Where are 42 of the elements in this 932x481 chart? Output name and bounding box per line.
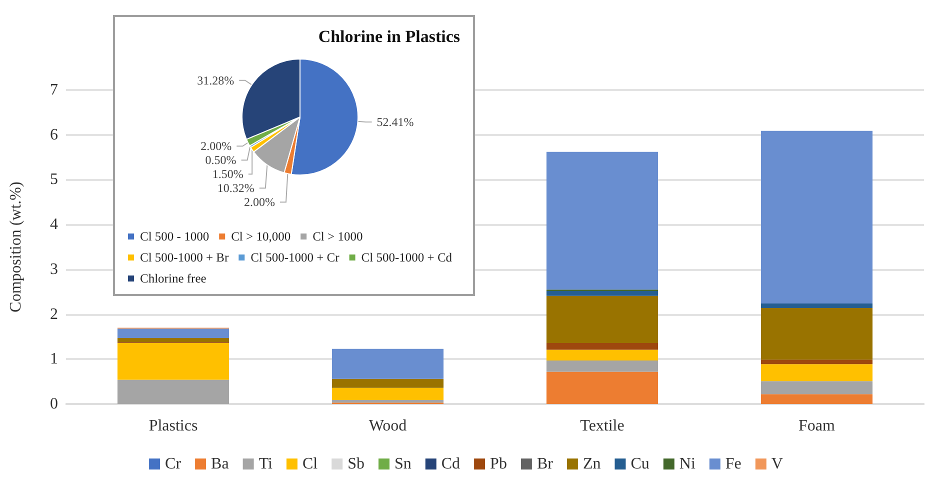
legend-label: Ba: [211, 456, 229, 472]
data-label: 1.50%: [212, 167, 244, 182]
legend-label: V: [771, 456, 784, 472]
legend-label: Br: [536, 456, 554, 472]
legend-label: Sn: [394, 456, 412, 472]
legend-label: Cl 500-1000 + Cd: [361, 250, 453, 264]
legend-label: Ti: [258, 456, 274, 472]
x-tick-label: Foam: [798, 418, 836, 434]
legend-label: Cd: [441, 456, 460, 472]
y-tick-label: 6: [50, 126, 58, 144]
legend-label: Ni: [679, 456, 696, 472]
legend-label: Cl 500-1000 + Br: [140, 250, 230, 264]
x-tick-label: Wood: [368, 418, 407, 434]
legend-label: Pb: [490, 456, 507, 472]
legend-label: Zn: [582, 456, 601, 472]
y-tick-label: 0: [50, 396, 58, 412]
legend-label: Sb: [348, 456, 364, 472]
legend-label: Cl > 1000: [312, 230, 363, 244]
x-tick-label: Plastics: [148, 418, 198, 434]
x-tick-label: Textile: [580, 418, 624, 434]
y-tick-label: 4: [50, 216, 58, 234]
data-label: 52.41%: [376, 114, 414, 129]
data-label: 31.28%: [197, 73, 234, 88]
legend-label: Fe: [725, 456, 742, 472]
y-tick-label: 5: [50, 171, 58, 188]
data-label: 10.32%: [217, 181, 254, 196]
y-tick-label: 2: [50, 306, 58, 323]
legend-label: Cu: [630, 456, 650, 472]
y-axis-title: Composition (wt.%): [8, 182, 24, 312]
chart-title: Chlorine in Plastics: [318, 27, 460, 46]
legend-label: Cr: [165, 456, 182, 472]
legend-label: Cl > 10,000: [231, 230, 291, 244]
y-tick-label: 7: [50, 82, 58, 98]
legend-label: Cl: [302, 456, 318, 472]
data-label: 2.00%: [244, 195, 275, 210]
y-tick-label: 1: [50, 350, 58, 368]
legend-label: Chlorine free: [140, 272, 207, 286]
legend-label: Cl 500 - 1000: [140, 230, 210, 244]
y-tick-label: 3: [50, 260, 58, 278]
legend-label: Cl 500-1000 + Cr: [250, 250, 340, 264]
data-label: 2.00%: [200, 139, 232, 154]
data-label: 0.50%: [205, 153, 236, 168]
